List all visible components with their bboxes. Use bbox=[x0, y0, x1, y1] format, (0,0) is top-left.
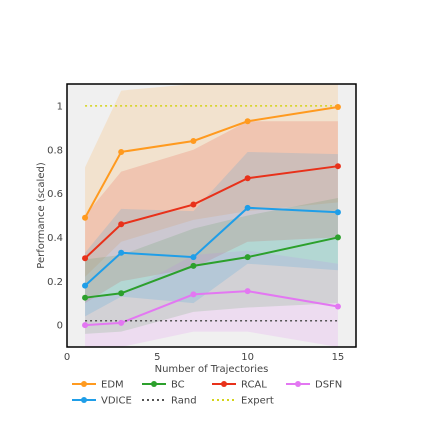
point-dsfn-3 bbox=[244, 288, 251, 295]
legend-label-vdice: VDICE bbox=[101, 396, 132, 407]
x-tick-label: 15 bbox=[332, 352, 345, 363]
y-tick-label: 0 bbox=[57, 321, 63, 332]
legend-item-vdice[interactable]: VDICE bbox=[72, 396, 132, 407]
legend-marker-rcal bbox=[221, 381, 227, 387]
confidence-bands bbox=[85, 84, 338, 347]
legend-label-rcal: RCAL bbox=[241, 380, 267, 391]
point-vdice-2 bbox=[190, 254, 197, 261]
x-axis-ticks: 0 5 10 15 bbox=[64, 352, 344, 363]
legend-item-expert[interactable]: Expert bbox=[212, 396, 274, 407]
legend-marker-edm bbox=[81, 381, 87, 387]
band-rcal bbox=[85, 121, 338, 304]
band-vdice bbox=[85, 151, 338, 317]
plot-frame bbox=[66, 83, 357, 348]
point-bc-4 bbox=[334, 234, 341, 241]
point-edm-0 bbox=[82, 214, 89, 221]
point-bc-2 bbox=[190, 262, 197, 269]
point-rcal-1 bbox=[118, 221, 125, 228]
band-bc bbox=[85, 197, 338, 334]
point-edm-3 bbox=[244, 118, 251, 125]
x-tick-label: 0 bbox=[64, 352, 70, 363]
legend-item-rcal[interactable]: RCAL bbox=[212, 380, 267, 391]
point-vdice-4 bbox=[334, 209, 341, 216]
legend-marker-vdice bbox=[81, 397, 87, 403]
point-vdice-1 bbox=[118, 249, 125, 256]
x-tick-label: 5 bbox=[154, 352, 160, 363]
y-tick-label: 0.4 bbox=[47, 233, 63, 244]
plot-area bbox=[67, 84, 356, 347]
point-dsfn-2 bbox=[190, 291, 197, 298]
point-dsfn-1 bbox=[118, 319, 125, 326]
y-tick-label: 1 bbox=[57, 101, 63, 112]
x-axis-title: Number of Trajectories bbox=[155, 364, 269, 375]
x-tick-label: 10 bbox=[241, 352, 254, 363]
legend-marker-dsfn bbox=[295, 381, 301, 387]
legend-item-bc[interactable]: BC bbox=[142, 380, 185, 391]
point-bc-0 bbox=[82, 294, 89, 301]
legend: EDM BC RCAL DSFN VDICE Rand Expert bbox=[72, 380, 342, 407]
y-tick-label: 0.2 bbox=[47, 277, 63, 288]
legend-label-expert: Expert bbox=[241, 396, 274, 407]
point-rcal-4 bbox=[334, 163, 341, 170]
legend-label-edm: EDM bbox=[101, 380, 124, 391]
y-axis-title: Performance (scaled) bbox=[36, 162, 47, 269]
legend-item-dsfn[interactable]: DSFN bbox=[286, 380, 342, 391]
point-rcal-3 bbox=[244, 175, 251, 182]
band-dsfn bbox=[85, 250, 338, 347]
point-dsfn-0 bbox=[82, 322, 89, 329]
legend-marker-bc bbox=[151, 381, 157, 387]
series-markers bbox=[82, 104, 341, 329]
point-edm-1 bbox=[118, 148, 125, 155]
point-rcal-0 bbox=[82, 255, 89, 262]
point-rcal-2 bbox=[190, 201, 197, 208]
point-bc-1 bbox=[118, 290, 125, 297]
y-tick-label: 0.8 bbox=[47, 145, 63, 156]
band-edm bbox=[85, 84, 338, 277]
point-bc-3 bbox=[244, 254, 251, 261]
y-tick-label: 0.6 bbox=[47, 189, 63, 200]
legend-item-edm[interactable]: EDM bbox=[72, 380, 124, 391]
legend-label-bc: BC bbox=[171, 380, 185, 391]
legend-item-rand[interactable]: Rand bbox=[142, 396, 197, 407]
legend-label-dsfn: DSFN bbox=[315, 380, 342, 391]
point-vdice-0 bbox=[82, 282, 89, 289]
point-dsfn-4 bbox=[334, 303, 341, 310]
point-vdice-3 bbox=[244, 204, 251, 211]
y-axis-ticks: 0 0.2 0.4 0.6 0.8 1 bbox=[47, 101, 63, 331]
point-edm-2 bbox=[190, 137, 197, 144]
legend-label-rand: Rand bbox=[171, 396, 197, 407]
point-edm-4 bbox=[334, 104, 341, 111]
